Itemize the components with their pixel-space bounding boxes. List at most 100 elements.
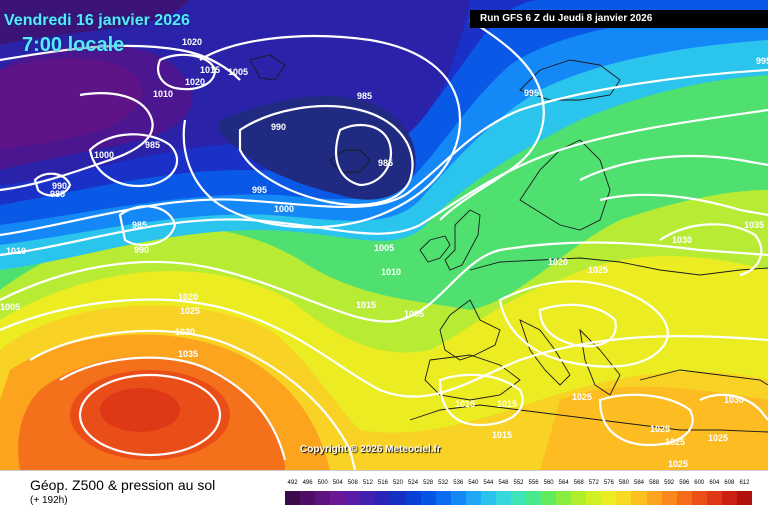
scale-tick-label: 568 <box>573 480 584 486</box>
isobar-label: 1015 <box>455 399 475 409</box>
isobar-label: 1020 <box>178 292 198 302</box>
scale-tick-label: 572 <box>588 480 599 486</box>
isobar-label: 1025 <box>572 392 592 402</box>
scale-swatch <box>541 491 557 505</box>
scale-swatch <box>405 491 422 505</box>
isobar-label: 1020 <box>548 257 568 267</box>
scale-swatch <box>571 491 587 505</box>
z500-band-violet <box>0 58 143 150</box>
map-legend-footer: Géop. Z500 & pression au sol (+ 192h) 49… <box>0 470 768 512</box>
scale-swatch <box>601 491 617 505</box>
forecast-date-title: Vendredi 16 janvier 2026 <box>4 12 190 29</box>
scale-tick-label: 600 <box>694 480 705 486</box>
isobar-label: 1025 <box>588 265 608 275</box>
isobars <box>0 19 768 470</box>
isobar-label: 1000 <box>94 150 114 160</box>
scale-tick-label: 556 <box>528 480 539 486</box>
isobar-label: 1020 <box>182 37 202 47</box>
scale-swatch <box>691 491 708 505</box>
scale-tick-label: 612 <box>739 480 750 486</box>
scale-swatch <box>510 491 527 505</box>
scale-swatch <box>375 491 391 505</box>
isobar-label: 1015 <box>497 399 517 409</box>
scale-swatch <box>721 491 738 505</box>
isobar-label: 1030 <box>672 235 692 245</box>
scale-tick-label: 608 <box>724 480 735 486</box>
isobar-label: 985 <box>378 158 393 168</box>
scale-tick-label: 592 <box>664 480 675 486</box>
scale-swatch <box>420 491 437 505</box>
product-title: Géop. Z500 & pression au sol <box>30 477 216 493</box>
isobar-label: 1015 <box>356 300 376 310</box>
scale-swatch <box>495 491 512 505</box>
isobar-label: 1010 <box>153 89 173 99</box>
scale-swatch <box>526 491 542 505</box>
isobar-label: 1005 <box>404 309 424 319</box>
isobar-label: 1025 <box>180 306 200 316</box>
color-scale-tick-labels: 492 496 500 504 508 512 516 520 524 528 532 536 540 5… <box>285 480 752 489</box>
scale-tick-label: 576 <box>603 480 614 486</box>
scale-swatch <box>390 491 406 505</box>
copyright-notice: Copyright © 2026 Meteociel.fr <box>300 444 441 455</box>
forecast-lead-time: (+ 192h) <box>30 495 68 506</box>
scale-tick-label: 492 <box>287 480 298 486</box>
z500-band-dark-purple <box>0 0 190 45</box>
scale-swatch <box>450 491 467 505</box>
scale-swatch <box>300 491 316 505</box>
z500-warm-core-inner <box>100 388 180 432</box>
scale-swatch <box>435 491 452 505</box>
scale-swatch <box>480 491 497 505</box>
scale-tick-label: 596 <box>679 480 690 486</box>
isobar-label: 1020 <box>185 77 205 87</box>
isobar-label: 990 <box>134 245 149 255</box>
isobar-label: 985 <box>357 91 372 101</box>
scale-swatch <box>616 491 632 505</box>
scale-tick-label: 496 <box>302 480 313 486</box>
scale-swatch <box>661 491 678 505</box>
isobar-label: 1015 <box>492 430 512 440</box>
scale-tick-label: 504 <box>332 480 343 486</box>
scale-swatch <box>676 491 693 505</box>
isobar-label: 1000 <box>274 204 294 214</box>
scale-tick-label: 520 <box>392 480 403 486</box>
isobar-label: 990 <box>271 122 286 132</box>
isobar-label: 1025 <box>668 459 688 469</box>
isobar-label: 1005 <box>0 302 20 312</box>
scale-swatch <box>646 491 663 505</box>
isobar-label: 985 <box>50 189 65 199</box>
scale-tick-label: 560 <box>543 480 554 486</box>
scale-swatch <box>736 491 753 505</box>
scale-tick-label: 580 <box>618 480 629 486</box>
scale-tick-label: 500 <box>317 480 328 486</box>
isobar-label: 1010 <box>6 246 26 256</box>
scale-swatch <box>360 491 376 505</box>
scale-tick-label: 524 <box>408 480 419 486</box>
scale-tick-label: 532 <box>438 480 449 486</box>
scale-tick-label: 552 <box>513 480 524 486</box>
isobar-label: 1015 <box>200 65 220 75</box>
scale-tick-label: 516 <box>377 480 388 486</box>
scale-swatch <box>706 491 723 505</box>
coastlines <box>249 54 768 433</box>
scale-swatch <box>330 491 346 505</box>
scale-tick-label: 588 <box>649 480 660 486</box>
scale-swatch <box>285 491 301 505</box>
scale-swatch <box>586 491 602 505</box>
scale-tick-label: 512 <box>362 480 373 486</box>
z500-band-southeast-orange <box>540 386 768 470</box>
scale-tick-label: 544 <box>483 480 494 486</box>
scale-tick-label: 540 <box>468 480 479 486</box>
isobar-label: 1025 <box>650 424 670 434</box>
isobar-label: 1035 <box>178 349 198 359</box>
scale-tick-label: 548 <box>498 480 509 486</box>
isobar-label: 1010 <box>381 267 401 277</box>
isobar-label: 985 <box>145 140 160 150</box>
color-scale-bar <box>285 491 753 505</box>
scale-swatch <box>556 491 572 505</box>
isobar-label: 1030 <box>724 395 744 405</box>
scale-tick-label: 604 <box>709 480 720 486</box>
scale-tick-label: 508 <box>347 480 358 486</box>
isobar-label: 995 <box>252 185 267 195</box>
isobar-label: 995 <box>756 56 768 66</box>
